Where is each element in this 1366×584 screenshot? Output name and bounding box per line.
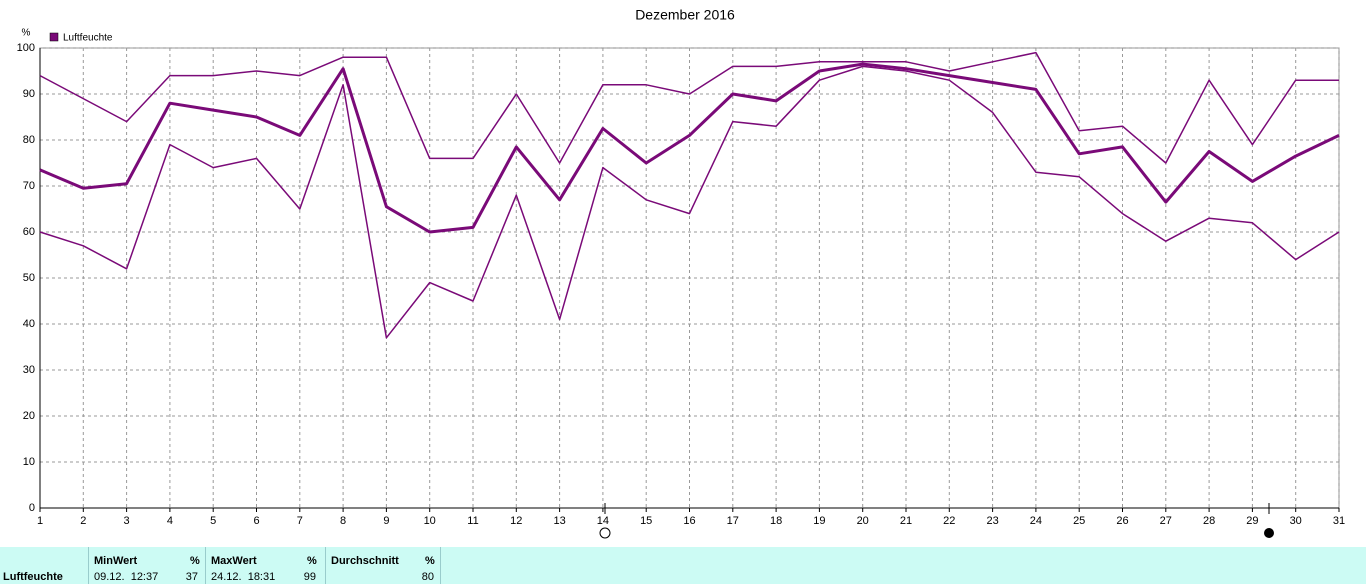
- col-value: 99: [303, 571, 316, 583]
- x-tick-label: 3: [124, 515, 130, 527]
- series-line: [39, 51, 1339, 164]
- x-tick-label: 20: [857, 515, 869, 527]
- x-tick-label: 28: [1203, 515, 1215, 527]
- x-tick-label: 14: [597, 515, 609, 527]
- x-tick-label: 15: [640, 515, 652, 527]
- x-tick-label: 17: [727, 515, 739, 527]
- col-value: 80: [421, 571, 434, 583]
- separator: [205, 547, 206, 584]
- col-unit: %: [425, 555, 435, 567]
- x-tick-label: 13: [553, 515, 565, 527]
- x-tick-label: 6: [253, 515, 259, 527]
- x-tick-label: 22: [943, 515, 955, 527]
- x-tick-label: 31: [1333, 515, 1345, 527]
- x-tick-label: 25: [1073, 515, 1085, 527]
- y-tick-label: 70: [23, 180, 35, 192]
- moon-new: [1264, 528, 1274, 538]
- y-tick-label: 50: [23, 272, 35, 284]
- y-tick-label: 0: [29, 502, 35, 514]
- x-tick-label: 5: [210, 515, 216, 527]
- legend-label: Luftfeuchte: [63, 33, 113, 44]
- y-unit: %: [22, 28, 31, 39]
- series-line: [39, 65, 1340, 339]
- col-unit: %: [190, 555, 200, 567]
- series-line: [39, 62, 1340, 234]
- x-tick-label: 29: [1246, 515, 1258, 527]
- y-tick-label: 20: [23, 410, 35, 422]
- y-tick-label: 10: [23, 456, 35, 468]
- x-tick-label: 7: [297, 515, 303, 527]
- x-tick-label: 1: [37, 515, 43, 527]
- x-tick-label: 11: [467, 515, 478, 527]
- col-time: 24.12. 18:31: [211, 571, 276, 583]
- separator: [440, 547, 441, 584]
- legend-swatch: [49, 32, 59, 42]
- col-header: MinWert: [94, 555, 138, 567]
- x-tick-label: 24: [1030, 515, 1042, 527]
- col-time: 09.12. 12:37: [94, 571, 159, 583]
- chart: Dezember 2016 % Luftfeuchte 0 10 20 30 40 50 6…: [17, 7, 1345, 539]
- x-tick-label: 8: [340, 515, 346, 527]
- x-tick-label: 26: [1116, 515, 1128, 527]
- separator: [88, 547, 89, 584]
- x-tick-label: 10: [424, 515, 436, 527]
- x-tick-label: 16: [683, 515, 695, 527]
- x-tick-label: 19: [813, 515, 825, 527]
- x-tick-label: 9: [383, 515, 389, 527]
- x-tick-label: 12: [510, 515, 522, 527]
- y-tick-label: 100: [17, 42, 35, 54]
- col-header: MaxWert: [211, 555, 257, 567]
- summary-table: Luftfeuchte MinWert % 09.12. 12:37 37 Ma…: [0, 547, 1366, 584]
- x-tick-label: 23: [986, 515, 998, 527]
- col-value: 37: [185, 571, 198, 583]
- moon-full: [599, 527, 611, 539]
- x-tick-label: 2: [80, 515, 86, 527]
- x-tick-label: 21: [900, 515, 912, 527]
- y-tick-label: 30: [23, 364, 35, 376]
- y-tick-label: 80: [23, 134, 35, 146]
- y-tick-label: 60: [23, 226, 35, 238]
- x-tick-label: 4: [167, 515, 173, 527]
- y-tick-label: 40: [23, 318, 35, 330]
- chart-title: Dezember 2016: [635, 7, 735, 23]
- y-tick-label: 90: [23, 88, 35, 100]
- col-unit: %: [307, 555, 317, 567]
- x-tick-label: 30: [1290, 515, 1302, 527]
- x-tick-label: 18: [770, 515, 782, 527]
- x-tick-label: 27: [1160, 515, 1172, 527]
- row-label: Luftfeuchte: [3, 571, 63, 583]
- col-header: Durchschnitt: [331, 555, 399, 567]
- separator: [325, 547, 326, 584]
